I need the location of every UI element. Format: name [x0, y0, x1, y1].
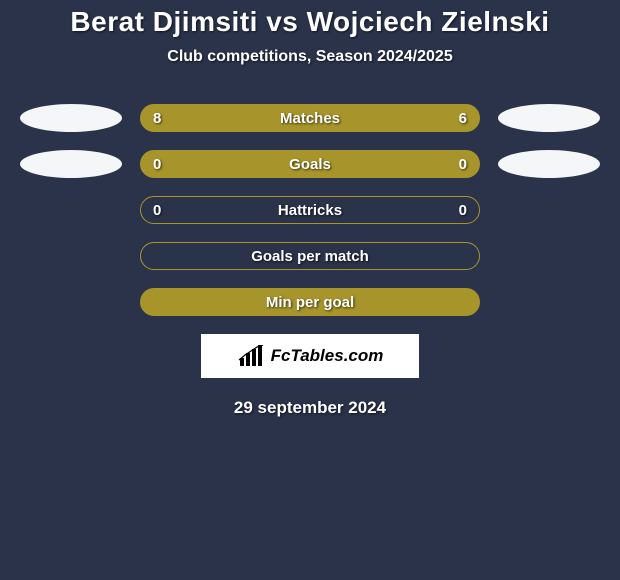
- stat-bar: 0 Hattricks 0: [140, 196, 480, 224]
- stat-bar: 0 Goals 0: [140, 150, 480, 178]
- row-spacer: [20, 210, 122, 211]
- player-right-ellipse: [498, 150, 600, 178]
- row-spacer: [20, 302, 122, 303]
- stat-row: 8 Matches 6: [0, 104, 620, 132]
- subtitle: Club competitions, Season 2024/2025: [0, 48, 620, 66]
- stat-label: Matches: [280, 110, 340, 127]
- stat-bar: 8 Matches 6: [140, 104, 480, 132]
- stat-left-value: 8: [153, 110, 161, 127]
- stat-bar: Goals per match: [140, 242, 480, 270]
- row-spacer: [498, 210, 600, 211]
- stat-row: 0 Hattricks 0: [0, 196, 620, 224]
- date-text: 29 september 2024: [0, 398, 620, 418]
- stat-label: Goals per match: [251, 248, 369, 265]
- stat-left-value: 0: [153, 202, 161, 219]
- row-spacer: [498, 302, 600, 303]
- comparison-card: Berat Djimsiti vs Wojciech Zielnski Club…: [0, 0, 620, 418]
- stat-label: Hattricks: [278, 202, 342, 219]
- row-spacer: [498, 256, 600, 257]
- stat-rows: 8 Matches 6 0 Goals 0 0 Hattricks 0 Goals per mat…: [0, 104, 620, 316]
- stat-row: Min per goal: [0, 288, 620, 316]
- source-badge: FcTables.com: [201, 334, 419, 378]
- stat-right-value: 6: [459, 110, 467, 127]
- stat-row: 0 Goals 0: [0, 150, 620, 178]
- player-left-ellipse: [20, 104, 122, 132]
- stat-label: Min per goal: [266, 294, 354, 311]
- badge-text: FcTables.com: [271, 346, 384, 366]
- stat-left-value: 0: [153, 156, 161, 173]
- player-left-ellipse: [20, 150, 122, 178]
- stat-bar: Min per goal: [140, 288, 480, 316]
- player-right-ellipse: [498, 104, 600, 132]
- stat-row: Goals per match: [0, 242, 620, 270]
- stat-right-value: 0: [459, 202, 467, 219]
- stat-label: Goals: [289, 156, 331, 173]
- stat-right-value: 0: [459, 156, 467, 173]
- page-title: Berat Djimsiti vs Wojciech Zielnski: [0, 6, 620, 38]
- row-spacer: [20, 256, 122, 257]
- bar-chart-icon: [237, 345, 265, 367]
